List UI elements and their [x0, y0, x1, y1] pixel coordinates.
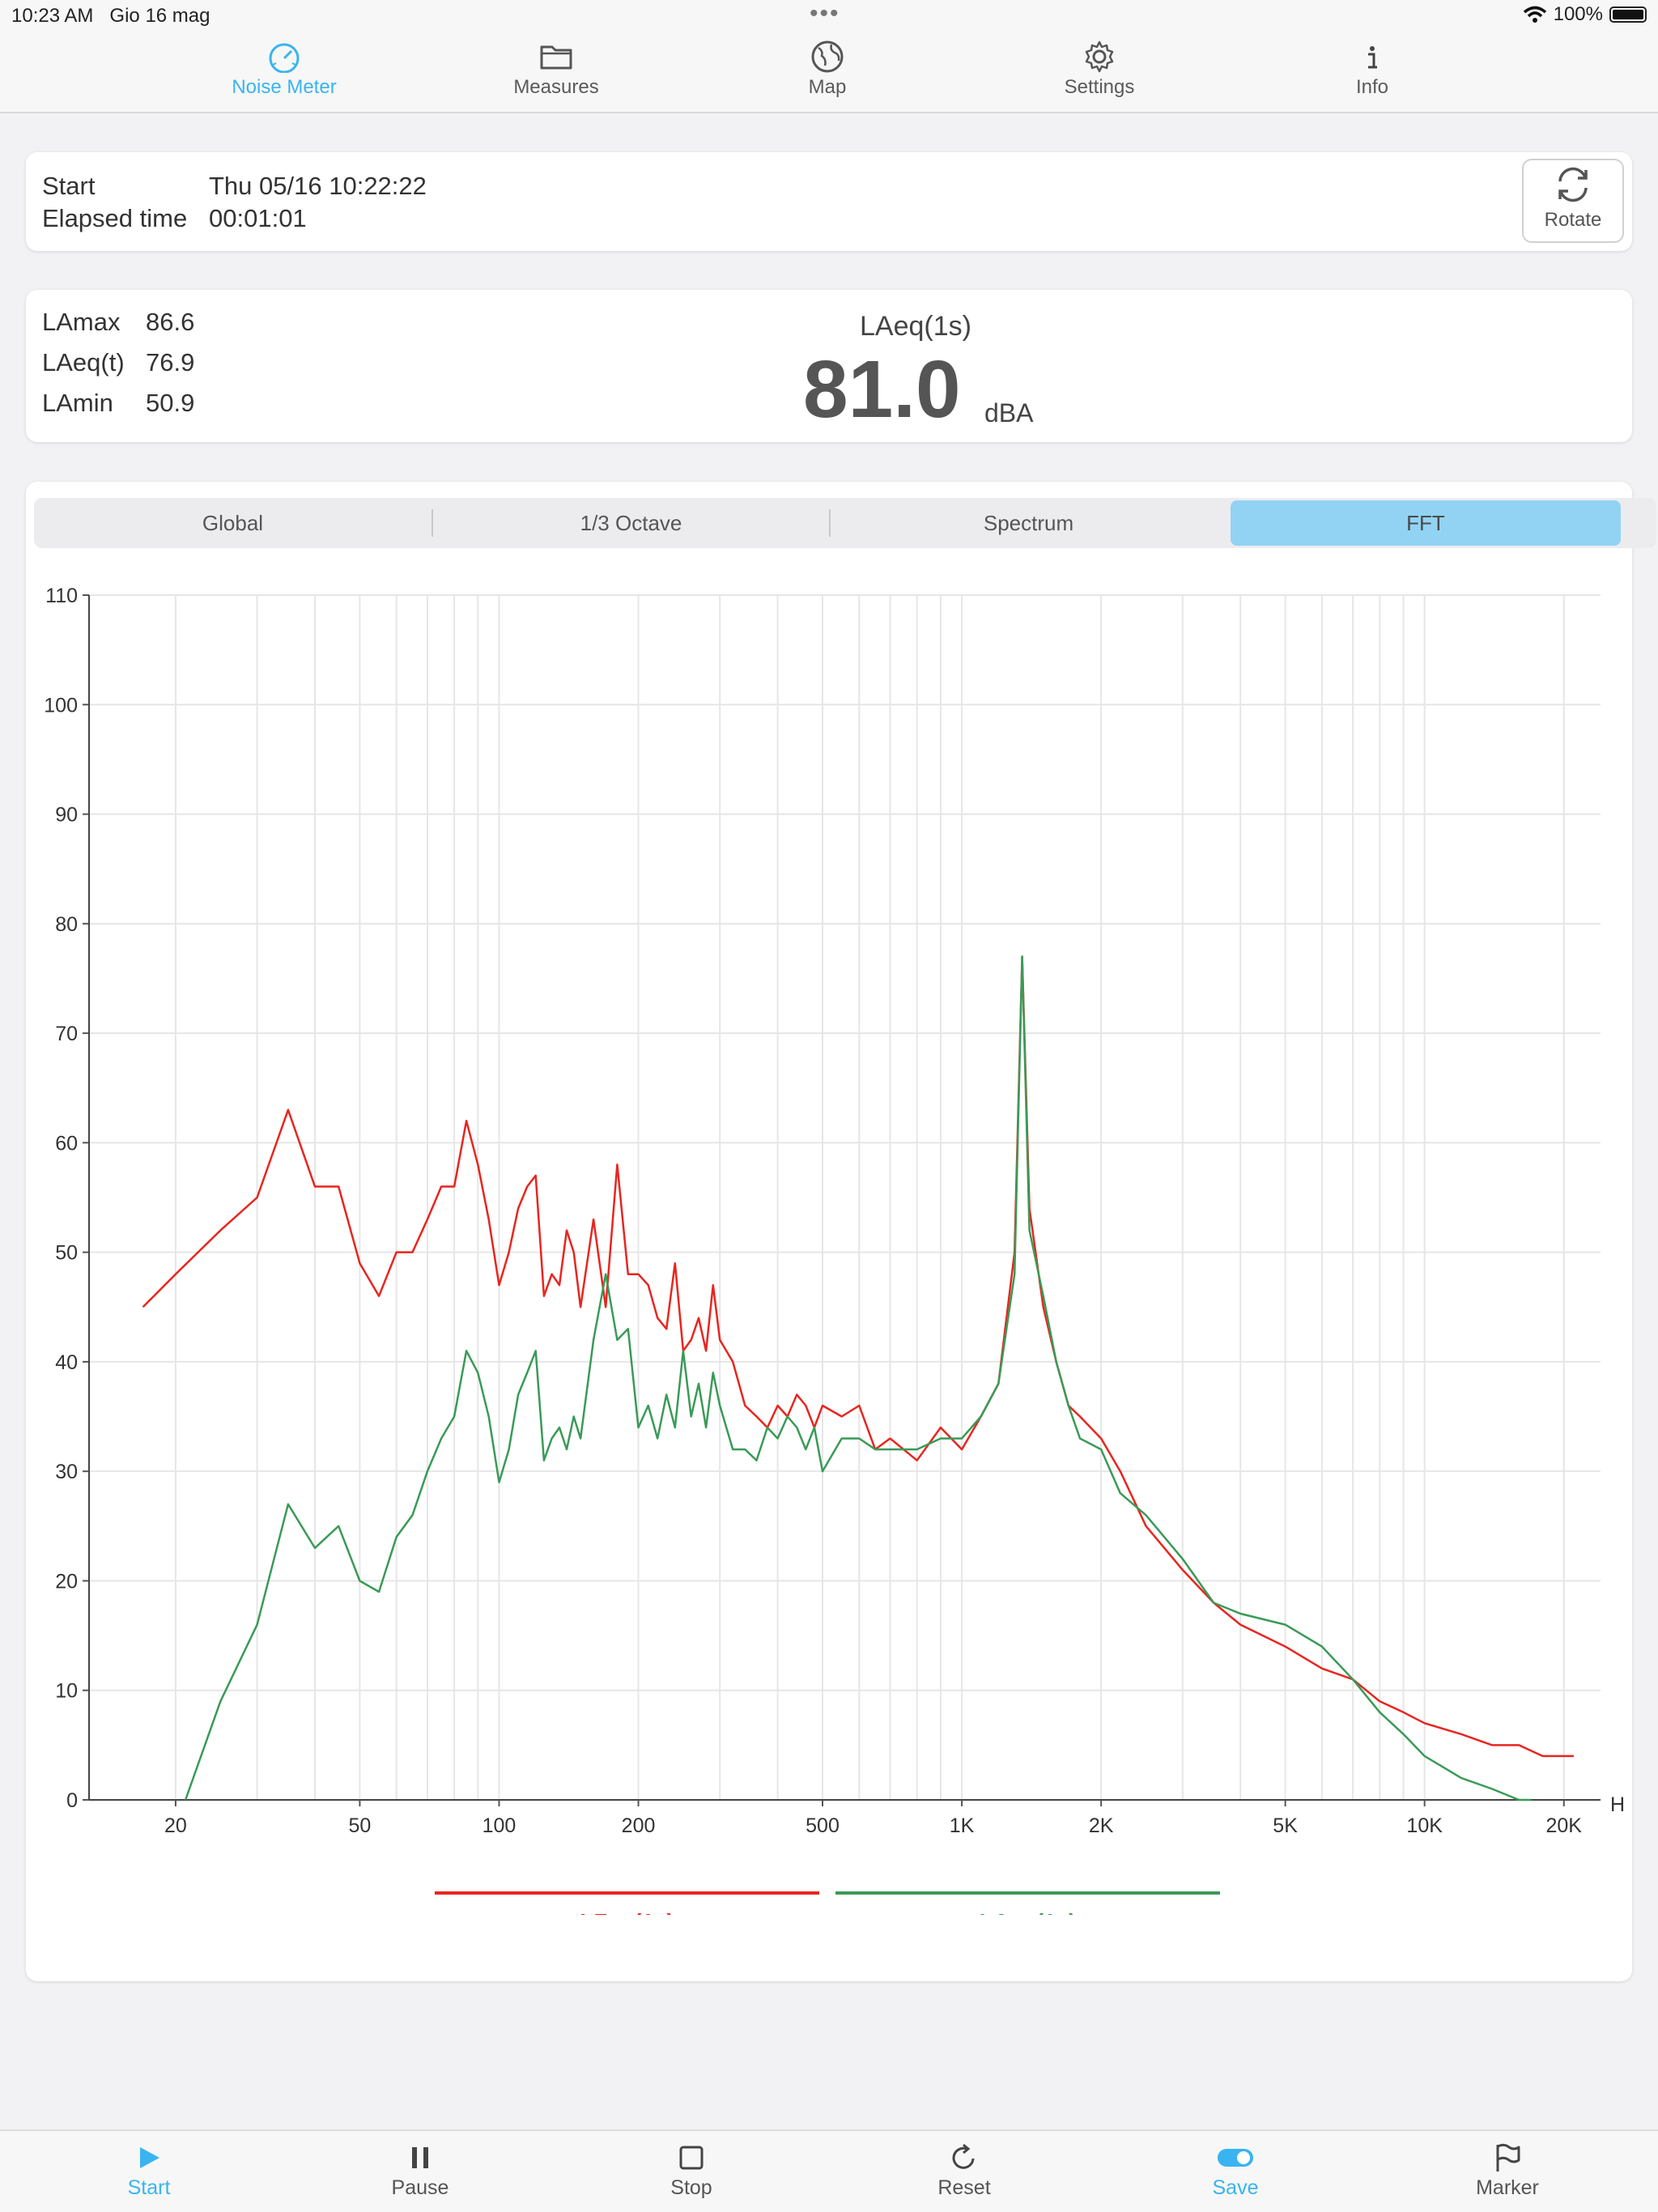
- y-tick-label: 110: [45, 585, 78, 607]
- x-tick-label: 20K: [1545, 1814, 1582, 1837]
- save-label: Save: [1212, 2176, 1259, 2199]
- bottom-toolbar: Start Pause Stop Reset Save Marker: [0, 2129, 1658, 2212]
- y-tick-label: 20: [55, 1570, 78, 1593]
- status-bar: 10:23 AM Gio 16 mag ••• 100%: [0, 0, 1658, 32]
- tab-settings[interactable]: Settings: [1010, 37, 1188, 108]
- segment-fft[interactable]: FFT: [1231, 500, 1621, 546]
- x-tick-label: 500: [806, 1814, 840, 1837]
- series-line-lzeq: [142, 955, 1574, 1758]
- tab-noise-meter-label: Noise Meter: [232, 76, 337, 98]
- x-tick-label: 50: [348, 1814, 371, 1837]
- status-time: 10:23 AM Gio 16 mag: [11, 5, 210, 27]
- elapsed-value: 00:01:01: [209, 204, 307, 232]
- main-level-unit: dBA: [984, 398, 1034, 428]
- reset-button[interactable]: Reset: [883, 2139, 1045, 2200]
- stop-label: Stop: [670, 2176, 712, 2199]
- y-tick-label: 50: [55, 1242, 78, 1265]
- pause-button[interactable]: Pause: [339, 2139, 501, 2200]
- save-toggle[interactable]: Save: [1154, 2139, 1316, 2200]
- multitasking-dots[interactable]: •••: [810, 0, 840, 27]
- info-icon: [1283, 37, 1461, 76]
- legend-laeq-label: LAeq(1s): [980, 1909, 1077, 1915]
- tab-settings-label: Settings: [1064, 76, 1135, 98]
- speedometer-icon: [195, 37, 373, 76]
- y-tick-label: 70: [55, 1023, 78, 1045]
- x-tick-label: 100: [483, 1814, 517, 1837]
- pause-icon: [339, 2139, 501, 2176]
- lamin-label: LAmin: [42, 389, 113, 417]
- wifi-icon: [1523, 6, 1546, 23]
- stop-button[interactable]: Stop: [610, 2139, 772, 2200]
- marker-label: Marker: [1476, 2176, 1539, 2199]
- rotate-label: Rotate: [1544, 209, 1602, 231]
- start-value: Thu 05/16 10:22:22: [209, 172, 427, 200]
- laeqt-value: 76.9: [146, 348, 195, 376]
- rotate-icon: [1524, 160, 1622, 209]
- marker-button[interactable]: Marker: [1426, 2139, 1588, 2200]
- chart-card: Global 1/3 Octave Spectrum FFT 0 10 20 30 40…: [26, 482, 1656, 1981]
- x-tick-label: 2K: [1089, 1814, 1114, 1837]
- stop-icon: [610, 2139, 772, 2176]
- battery-icon: [1609, 6, 1647, 23]
- toggle-icon: [1154, 2139, 1316, 2176]
- series-line-laeq: [184, 955, 1532, 1802]
- y-tick-label: 0: [66, 1789, 78, 1812]
- x-tick-label: 20: [164, 1814, 187, 1837]
- lamax-label: LAmax: [42, 308, 121, 336]
- y-tick-label: 100: [44, 694, 78, 717]
- start-button[interactable]: Start: [68, 2139, 230, 2200]
- segment-spectrum[interactable]: Spectrum: [983, 511, 1074, 535]
- legend-lzeq-label: LZeq(1s): [580, 1909, 674, 1915]
- y-tick-label: 30: [55, 1461, 78, 1483]
- fft-chart: 0 10 20 30 40 50 60 70 80 90 100 110 20 50 100 200 500 1K…: [44, 585, 1625, 1915]
- session-card: Start Thu 05/16 10:22:22 Elapsed time 00…: [26, 152, 1632, 251]
- segment-global[interactable]: Global: [202, 511, 264, 535]
- segment-divider: [432, 509, 433, 537]
- lamax-value: 86.6: [146, 308, 195, 336]
- status-right: 100%: [1523, 3, 1647, 26]
- tab-info[interactable]: Info: [1283, 37, 1461, 108]
- lamin-value: 50.9: [146, 389, 195, 417]
- gear-icon: [1010, 37, 1188, 76]
- start-label: Start: [42, 172, 96, 200]
- x-tick-label: 10K: [1406, 1814, 1443, 1837]
- x-tick-label: 200: [622, 1814, 656, 1837]
- x-unit-label: H: [1610, 1793, 1625, 1816]
- battery-percent: 100%: [1553, 3, 1603, 25]
- tab-map[interactable]: Map: [738, 37, 916, 108]
- start-label: Start: [127, 2176, 171, 2199]
- rotate-button[interactable]: Rotate: [1522, 159, 1624, 243]
- reset-icon: [883, 2139, 1045, 2176]
- y-tick-label: 60: [55, 1132, 78, 1155]
- x-tick-label: 1K: [950, 1814, 975, 1837]
- elapsed-label: Elapsed time: [42, 204, 188, 232]
- tab-info-label: Info: [1355, 76, 1389, 98]
- reset-label: Reset: [937, 2176, 991, 2199]
- play-icon: [68, 2139, 230, 2176]
- segment-divider: [829, 509, 831, 537]
- main-level-value: 81.0: [803, 344, 961, 435]
- levels-card: LAmax 86.6 LAeq(t) 76.9 LAmin 50.9 LAeq(…: [26, 290, 1632, 442]
- folder-icon: [467, 37, 645, 76]
- main-level-label: LAeq(1s): [860, 311, 971, 342]
- y-tick-label: 80: [55, 913, 78, 936]
- tab-map-label: Map: [808, 76, 847, 98]
- globe-icon: [738, 37, 916, 76]
- top-tab-bar: Noise Meter Measures Map Settings Info: [0, 32, 1658, 113]
- y-tick-label: 90: [55, 804, 78, 827]
- y-tick-label: 10: [55, 1680, 78, 1703]
- x-tick-label: 5K: [1273, 1814, 1298, 1837]
- laeqt-label: LAeq(t): [42, 348, 125, 376]
- segment-third-octave[interactable]: 1/3 Octave: [580, 511, 682, 535]
- tab-measures-label: Measures: [513, 76, 599, 98]
- y-tick-label: 40: [55, 1351, 78, 1374]
- tab-noise-meter[interactable]: Noise Meter: [195, 37, 373, 108]
- tab-measures[interactable]: Measures: [467, 37, 645, 108]
- pause-label: Pause: [391, 2176, 449, 2199]
- flag-icon: [1426, 2139, 1588, 2176]
- view-segmented-control: Global 1/3 Octave Spectrum FFT: [34, 498, 1656, 548]
